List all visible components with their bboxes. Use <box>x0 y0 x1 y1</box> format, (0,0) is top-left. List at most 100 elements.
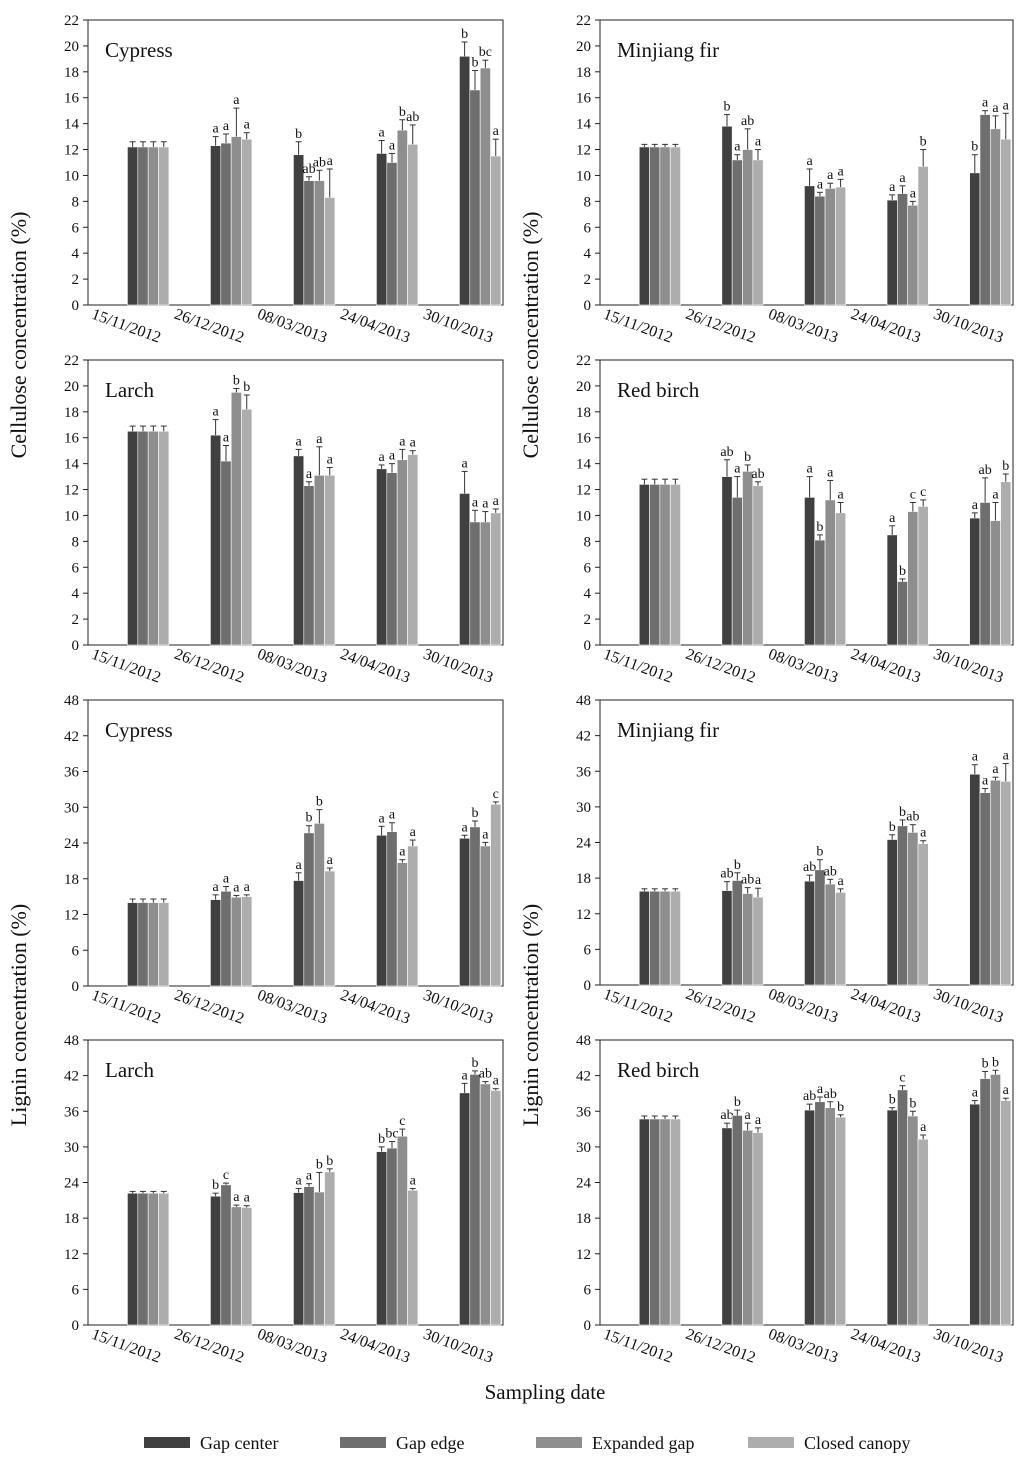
bar <box>491 513 501 645</box>
bar <box>639 484 649 645</box>
y-tick-label: 10 <box>64 508 79 524</box>
y-tick-label: 24 <box>64 836 80 852</box>
bar <box>970 774 980 985</box>
significance-label: a <box>837 488 844 503</box>
y-tick-label: 24 <box>64 1176 80 1192</box>
x-tick-label: 08/03/2013 <box>766 306 840 347</box>
significance-label: a <box>482 827 489 842</box>
significance-label: a <box>223 431 230 446</box>
chart-panel: 0246810121416182022Larch15/11/2012aab b26… <box>64 353 503 687</box>
significance-label: a <box>306 467 313 482</box>
x-tick-label: 30/10/2013 <box>421 306 495 347</box>
significance-label: a <box>233 880 240 895</box>
bar <box>722 477 732 645</box>
bar <box>470 827 480 986</box>
bar <box>660 891 670 985</box>
y-axis-label-cellulose-right: Cellulose concentration (%) <box>518 212 543 459</box>
bar <box>231 392 241 645</box>
significance-label: bc <box>479 45 492 60</box>
significance-label: a <box>827 465 834 480</box>
panel-title: Cypress <box>105 718 173 742</box>
y-tick-label: 14 <box>576 117 592 133</box>
bar <box>159 431 169 645</box>
bar <box>376 835 386 986</box>
bar <box>990 780 1000 985</box>
significance-label: c <box>910 488 916 503</box>
y-tick-label: 12 <box>64 1247 79 1263</box>
x-tick-label: 26/12/2012 <box>172 1326 246 1367</box>
significance-label: ab <box>313 155 326 170</box>
significance-label: b <box>243 380 250 395</box>
y-tick-label: 22 <box>576 353 591 369</box>
significance-label: a <box>244 118 251 133</box>
significance-label: a <box>827 168 834 183</box>
bar <box>732 1115 742 1325</box>
bar <box>887 840 897 985</box>
x-tick-label: 08/03/2013 <box>255 987 329 1028</box>
y-tick-label: 4 <box>584 586 592 602</box>
bar <box>221 143 231 305</box>
y-tick-label: 22 <box>64 353 79 369</box>
x-tick-label: 15/11/2012 <box>89 987 163 1028</box>
y-tick-label: 6 <box>72 560 80 576</box>
significance-label: ab <box>906 810 919 825</box>
significance-label: b <box>816 845 823 860</box>
significance-label: a <box>1003 749 1010 764</box>
bar <box>742 150 752 305</box>
y-tick-label: 6 <box>584 942 592 958</box>
bar <box>918 166 928 305</box>
bar <box>293 155 303 305</box>
x-tick-label: 24/04/2013 <box>338 306 412 347</box>
bar <box>753 160 763 305</box>
significance-label: bc <box>385 1127 398 1142</box>
y-tick-label: 30 <box>576 800 591 816</box>
significance-label: a <box>755 135 762 150</box>
bar <box>387 1148 397 1325</box>
significance-label: c <box>223 1168 229 1183</box>
x-tick-label: 08/03/2013 <box>766 646 840 687</box>
y-tick-label: 16 <box>576 431 592 447</box>
bar <box>887 200 897 305</box>
y-tick-label: 16 <box>64 431 80 447</box>
bar <box>918 506 928 645</box>
significance-label: c <box>493 787 499 802</box>
panel-title: Red birch <box>617 378 700 402</box>
bar <box>314 181 324 305</box>
y-tick-label: 36 <box>576 1104 592 1120</box>
x-tick-label: 24/04/2013 <box>849 306 923 347</box>
y-tick-label: 0 <box>584 638 592 654</box>
y-tick-label: 18 <box>64 872 79 888</box>
significance-label: a <box>379 811 386 826</box>
bar <box>459 1093 469 1325</box>
x-tick-label: 26/12/2012 <box>172 306 246 347</box>
significance-label: a <box>327 853 334 868</box>
bar <box>918 1139 928 1325</box>
y-tick-label: 10 <box>64 168 79 184</box>
bar <box>304 833 314 986</box>
bar <box>639 147 649 305</box>
bar <box>732 497 742 645</box>
bar <box>231 137 241 305</box>
y-tick-label: 10 <box>576 508 591 524</box>
x-tick-label: 15/11/2012 <box>601 986 675 1027</box>
significance-label: a <box>410 1173 417 1188</box>
bar <box>897 194 907 305</box>
significance-label: a <box>223 119 230 134</box>
x-tick-label: 15/11/2012 <box>89 306 163 347</box>
x-tick-label: 26/12/2012 <box>172 987 246 1028</box>
significance-label: b <box>399 105 406 120</box>
significance-label: b <box>889 820 896 835</box>
significance-label: b <box>734 858 741 873</box>
significance-label: b <box>326 1154 333 1169</box>
y-tick-label: 12 <box>64 143 79 159</box>
bar <box>127 147 137 305</box>
x-tick-label: 24/04/2013 <box>338 646 412 687</box>
bar <box>397 1136 407 1325</box>
y-tick-label: 12 <box>576 1247 591 1263</box>
bar <box>815 870 825 985</box>
y-tick-label: 6 <box>72 1282 80 1298</box>
x-tick-label: 30/10/2013 <box>421 987 495 1028</box>
bar <box>1001 482 1011 645</box>
significance-label: a <box>1003 98 1010 113</box>
bar <box>304 181 314 305</box>
